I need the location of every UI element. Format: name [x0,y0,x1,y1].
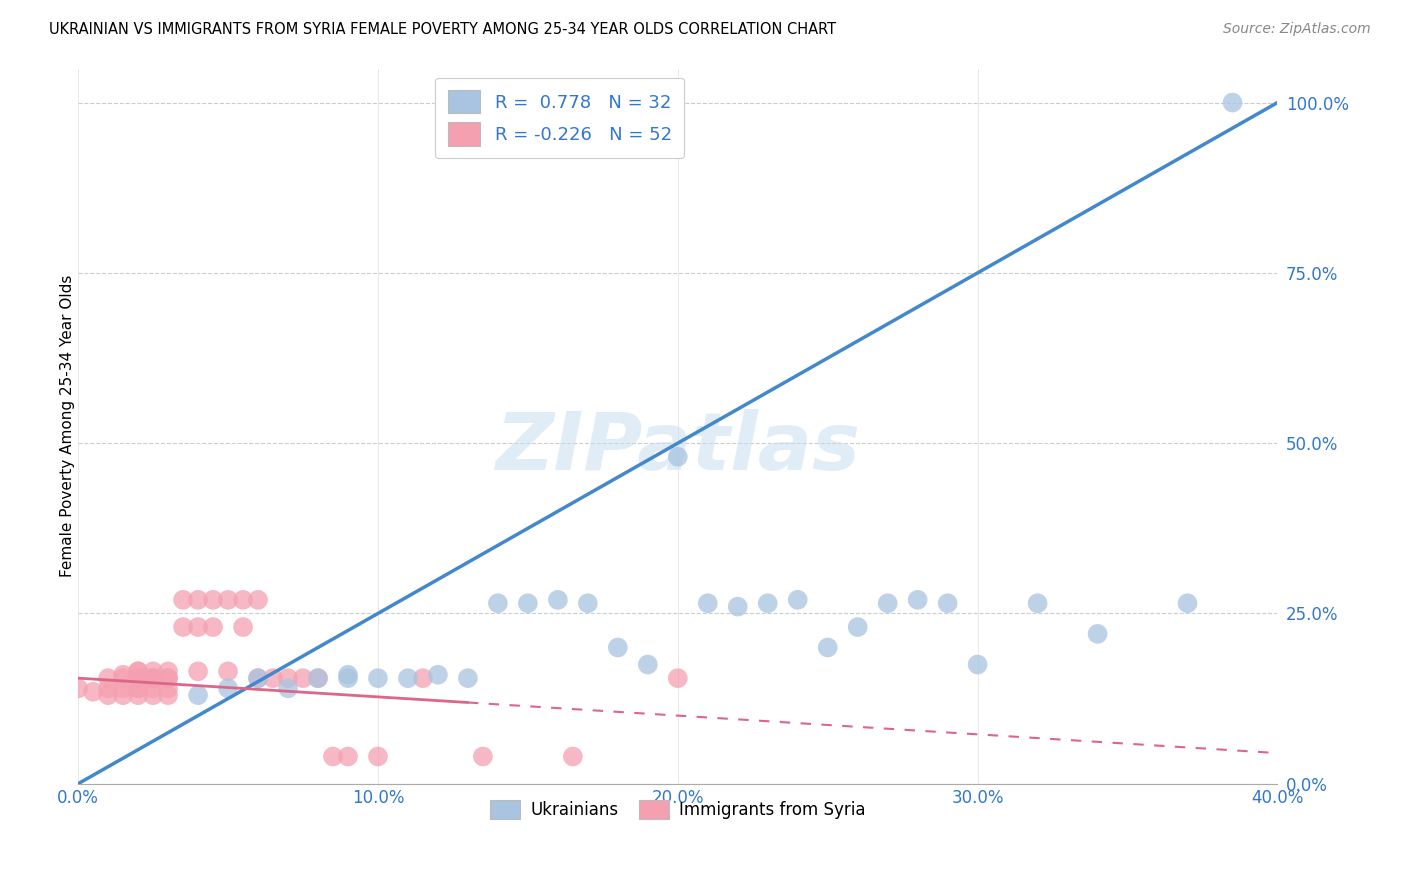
Point [142,671,165,685]
Text: Source: ZipAtlas.com: Source: ZipAtlas.com [1223,22,1371,37]
Legend: Ukrainians, Immigrants from Syria: Ukrainians, Immigrants from Syria [484,793,872,825]
Point [202,592,225,607]
Point [232,592,254,607]
Text: ZIPatlas: ZIPatlas [495,409,860,486]
Point [786,592,808,607]
Point [396,671,419,685]
Point [666,671,689,685]
Point [97,681,120,696]
Point [127,681,149,696]
Point [127,665,149,679]
Point [157,671,180,685]
Point [846,620,869,634]
Point [217,592,239,607]
Point [307,671,329,685]
Point [336,749,359,764]
Point [187,620,209,634]
Point [142,671,165,685]
Point [1026,596,1049,610]
Point [247,592,270,607]
Point [1087,627,1109,641]
Point [112,681,135,696]
Point [516,596,538,610]
Point [727,599,749,614]
Point [142,665,165,679]
Point [936,596,959,610]
Point [217,665,239,679]
Point [696,596,718,610]
Point [367,749,389,764]
Point [1222,95,1244,110]
Point [67,681,90,696]
Text: UKRAINIAN VS IMMIGRANTS FROM SYRIA FEMALE POVERTY AMONG 25-34 YEAR OLDS CORRELAT: UKRAINIAN VS IMMIGRANTS FROM SYRIA FEMAL… [49,22,837,37]
Point [876,596,898,610]
Point [1177,596,1199,610]
Point [157,681,180,696]
Point [127,688,149,702]
Point [187,592,209,607]
Point [97,671,120,685]
Point [187,688,209,702]
Point [606,640,628,655]
Point [112,688,135,702]
Point [277,681,299,696]
Point [471,749,494,764]
Point [576,596,599,610]
Point [157,665,180,679]
Point [112,671,135,685]
Point [127,665,149,679]
Point [412,671,434,685]
Point [97,688,120,702]
Point [127,671,149,685]
Point [127,671,149,685]
Point [907,592,929,607]
Point [817,640,839,655]
Point [232,620,254,634]
Point [277,671,299,685]
Point [157,688,180,702]
Point [262,671,284,685]
Point [187,665,209,679]
Point [457,671,479,685]
Point [127,681,149,696]
Point [292,671,315,685]
Point [307,671,329,685]
Point [142,681,165,696]
Point [82,685,104,699]
Point [247,671,270,685]
Point [202,620,225,634]
Point [172,620,194,634]
Point [247,671,270,685]
Point [217,681,239,696]
Point [142,688,165,702]
Point [666,450,689,464]
Y-axis label: Female Poverty Among 25-34 Year Olds: Female Poverty Among 25-34 Year Olds [59,275,75,577]
Point [336,671,359,685]
Point [426,667,449,681]
Point [172,592,194,607]
Point [756,596,779,610]
Point [322,749,344,764]
Point [157,671,180,685]
Point [637,657,659,672]
Point [336,667,359,681]
Point [112,667,135,681]
Point [561,749,583,764]
Point [486,596,509,610]
Point [547,592,569,607]
Point [142,671,165,685]
Point [367,671,389,685]
Point [127,671,149,685]
Point [966,657,988,672]
